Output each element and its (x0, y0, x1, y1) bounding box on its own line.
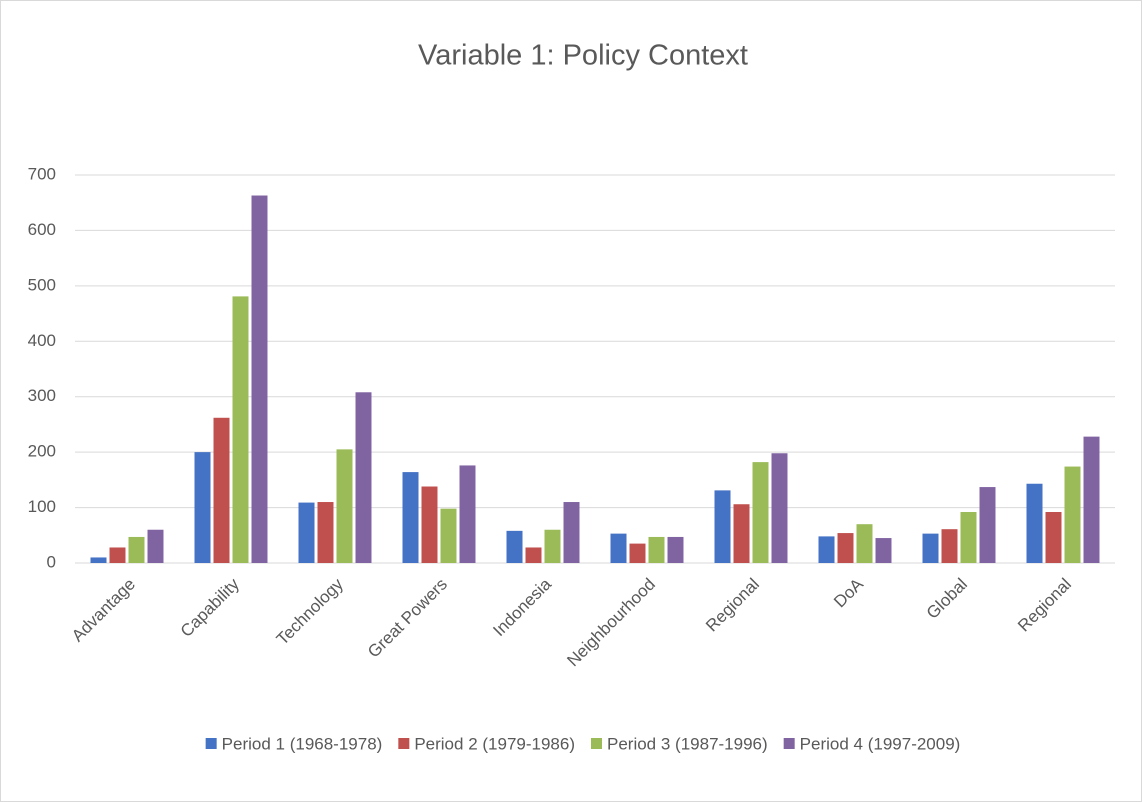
bar (837, 533, 854, 563)
bar (421, 486, 438, 563)
bar (629, 543, 646, 563)
bar (317, 502, 334, 563)
legend-label: Period 2 (1979-1986) (414, 734, 575, 753)
bar (1083, 436, 1100, 563)
bar (610, 533, 627, 563)
bar (213, 417, 230, 563)
bar (960, 512, 977, 563)
bar (752, 462, 769, 563)
bar (459, 465, 476, 563)
bar (667, 536, 684, 563)
legend-swatch (398, 738, 410, 749)
legend-swatch (591, 738, 602, 749)
bar (1064, 466, 1081, 563)
bar (251, 195, 268, 563)
bar (771, 453, 788, 563)
legend-swatch (205, 738, 217, 749)
legend-label: Period 4 (1997-2009) (800, 734, 961, 753)
bar (563, 502, 580, 563)
bar (402, 472, 419, 563)
y-tick-label: 0 (47, 552, 56, 571)
bar (128, 536, 145, 563)
bar (194, 452, 211, 563)
bar (90, 557, 107, 563)
bar (875, 538, 892, 563)
bar (355, 392, 372, 563)
bar (1026, 483, 1043, 563)
legend-swatch (783, 738, 795, 749)
bar (941, 529, 958, 563)
bar (856, 524, 873, 563)
legend-label: Period 3 (1987-1996) (607, 734, 768, 753)
chart-title: Variable 1: Policy Context (418, 40, 748, 72)
bar (336, 449, 353, 563)
y-tick-label: 700 (28, 164, 56, 183)
bar (733, 504, 750, 563)
y-tick-label: 100 (28, 497, 56, 516)
legend-label: Period 1 (1968-1978) (222, 734, 383, 753)
y-tick-label: 200 (28, 442, 56, 461)
bar (714, 490, 731, 563)
y-tick-label: 600 (28, 220, 56, 239)
bar (298, 502, 315, 563)
bar (648, 536, 665, 563)
bar (544, 529, 561, 563)
bar (818, 536, 835, 563)
bar (979, 487, 996, 563)
bar (232, 296, 249, 563)
bar (109, 547, 126, 563)
y-tick-label: 500 (28, 275, 56, 294)
y-tick-label: 400 (28, 331, 56, 350)
bar (440, 508, 457, 563)
y-tick-label: 300 (28, 386, 56, 405)
bar (525, 547, 542, 563)
bar (922, 533, 939, 563)
bar (147, 529, 164, 563)
bar (1045, 512, 1062, 563)
bar (506, 530, 523, 563)
